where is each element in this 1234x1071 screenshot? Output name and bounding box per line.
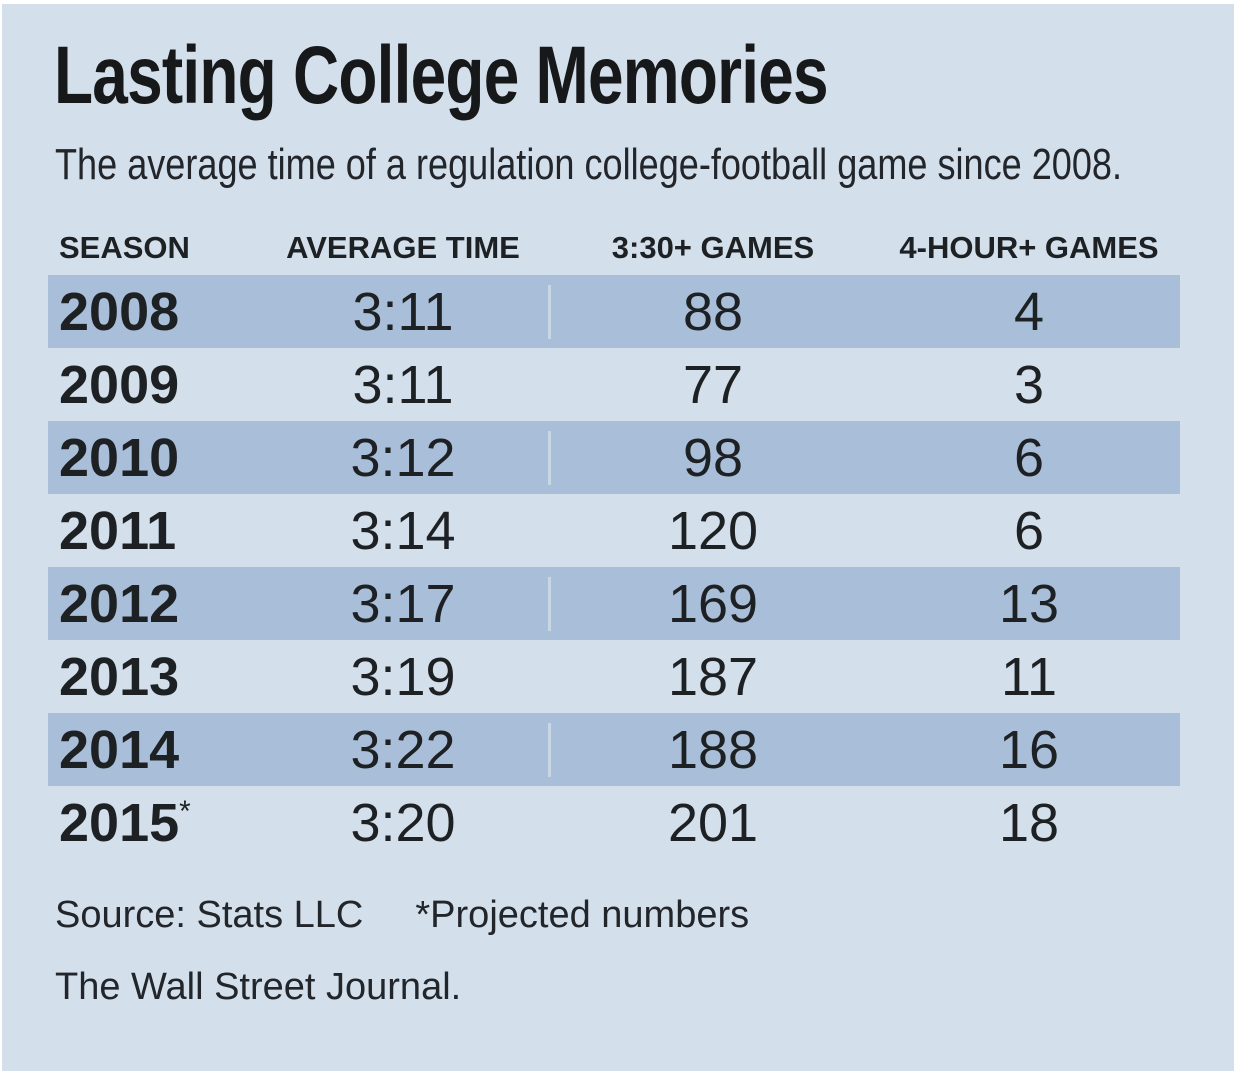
cell-4hour-games: 4 — [1013, 281, 1045, 342]
table-body: 2008 3:11 88 4 2009 3:11 77 3 2010 3:12 … — [48, 275, 1180, 859]
cell-4hour-games: 6 — [1013, 500, 1045, 561]
cell-330-games: 98 — [548, 431, 878, 485]
cell-4hour-games: 6 — [1013, 427, 1045, 488]
cell-average-time: 3:19 — [350, 646, 456, 707]
table-row: 2015* 3:20 201 18 — [48, 786, 1180, 859]
cell-330-games: 201 — [667, 792, 759, 853]
page-title-text: Lasting College Memories — [54, 30, 829, 121]
subtitle: The average time of a regulation college… — [55, 140, 1234, 191]
season-value: 2012 — [59, 573, 180, 634]
credit-line: The Wall Street Journal. — [55, 966, 462, 1008]
cell-season: 2010 — [48, 431, 258, 485]
column-header-average-time: AVERAGE TIME — [286, 230, 520, 265]
cell-4hour-games: 11 — [1000, 646, 1058, 707]
projected-note: *Projected numbers — [415, 894, 750, 936]
table-row: 2009 3:11 77 3 — [48, 348, 1180, 421]
cell-average-time: 3:12 — [350, 427, 456, 488]
cell-330-games: 187 — [667, 646, 759, 707]
cell-330-games: 77 — [682, 354, 744, 415]
column-header-330-games: 3:30+ GAMES — [611, 230, 815, 265]
cell-330-games: 188 — [548, 723, 878, 777]
cell-4hour-games: 16 — [998, 719, 1060, 780]
cell-season: 2008 — [48, 285, 258, 339]
cell-season: 2013 — [48, 650, 258, 704]
source-line: Source: Stats LLC *Projected numbers — [55, 894, 749, 937]
cell-4hour-games: 18 — [998, 792, 1060, 853]
page-title: Lasting College Memories — [54, 30, 1046, 121]
cell-330-games: 169 — [548, 577, 878, 631]
cell-average-time: 3:11 — [352, 281, 454, 342]
cell-average-time: 3:22 — [350, 719, 456, 780]
cell-4hour-games: 13 — [998, 573, 1060, 634]
table-row: 2012 3:17 169 13 — [48, 567, 1180, 640]
table-header-row: SEASON AVERAGE TIME 3:30+ GAMES 4-HOUR+ … — [48, 230, 1180, 266]
season-value: 2011 — [59, 500, 177, 561]
cell-season: 2009 — [48, 358, 258, 412]
cell-4hour-games: 3 — [1013, 354, 1045, 415]
table-row: 2010 3:12 98 6 — [48, 421, 1180, 494]
table-row: 2008 3:11 88 4 — [48, 275, 1180, 348]
season-value: 2010 — [59, 427, 180, 488]
subtitle-text: The average time of a regulation college… — [55, 140, 1123, 189]
cell-average-time: 3:17 — [350, 573, 456, 634]
cell-average-time: 3:11 — [352, 354, 454, 415]
cell-season: 2011 — [48, 504, 258, 558]
wsj-table-graphic: Lasting College Memories The average tim… — [2, 4, 1234, 1071]
season-value: 2013 — [59, 646, 180, 707]
column-header-season: SEASON — [59, 230, 190, 265]
cell-season: 2014 — [48, 723, 258, 777]
cell-average-time: 3:14 — [350, 500, 456, 561]
cell-330-games: 120 — [667, 500, 759, 561]
season-value: 2014 — [59, 719, 180, 780]
cell-330-games: 88 — [548, 285, 878, 339]
column-header-4hour-games: 4-HOUR+ GAMES — [899, 230, 1159, 265]
cell-average-time: 3:20 — [350, 792, 456, 853]
table-row: 2014 3:22 188 16 — [48, 713, 1180, 786]
season-value: 2009 — [59, 354, 180, 415]
source-text: Source: Stats LLC — [55, 894, 364, 936]
table-row: 2013 3:19 187 11 — [48, 640, 1180, 713]
season-value: 2008 — [59, 281, 180, 342]
season-asterisk: * — [179, 794, 191, 828]
table-row: 2011 3:14 120 6 — [48, 494, 1180, 567]
cell-season: 2015* — [48, 796, 258, 850]
cell-season: 2012 — [48, 577, 258, 631]
season-value: 2015 — [59, 792, 180, 853]
